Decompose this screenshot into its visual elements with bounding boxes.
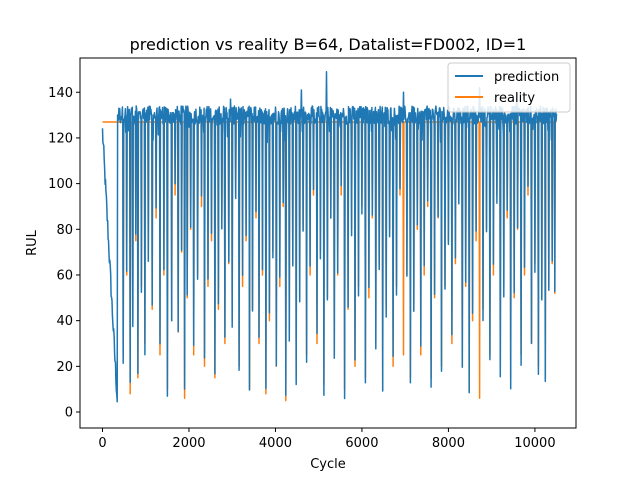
y-tick-label: 100	[48, 177, 73, 192]
x-axis-label: Cycle	[310, 457, 346, 472]
x-tick-label: 0	[98, 436, 106, 451]
legend-label-prediction: prediction	[494, 70, 559, 85]
x-tick-label: 6000	[345, 436, 378, 451]
x-tick-label: 2000	[172, 436, 205, 451]
x-tick-label: 10000	[514, 436, 555, 451]
y-tick-label: 80	[56, 223, 73, 238]
y-tick-label: 0	[65, 406, 73, 421]
legend-label-reality: reality	[494, 91, 535, 106]
prediction-line	[101, 70, 558, 403]
x-axis: 0 2000 4000 6000 8000 10000	[98, 428, 556, 451]
y-tick-label: 60	[56, 268, 73, 283]
y-tick-label: 40	[56, 314, 73, 329]
legend: prediction reality	[447, 62, 571, 113]
plot-area	[101, 70, 558, 403]
y-tick-label: 20	[56, 360, 73, 375]
y-tick-label: 140	[48, 86, 73, 101]
axes-frame	[79, 57, 577, 429]
y-axis: 0 20 40 60 80 100 120 140	[48, 86, 80, 421]
y-tick-label: 120	[48, 131, 73, 146]
chart-title: prediction vs reality B=64, Datalist=FD0…	[130, 35, 527, 54]
y-axis-label: RUL	[25, 229, 40, 256]
prediction-series	[101, 70, 558, 403]
x-tick-label: 4000	[259, 436, 292, 451]
x-tick-label: 8000	[432, 436, 465, 451]
